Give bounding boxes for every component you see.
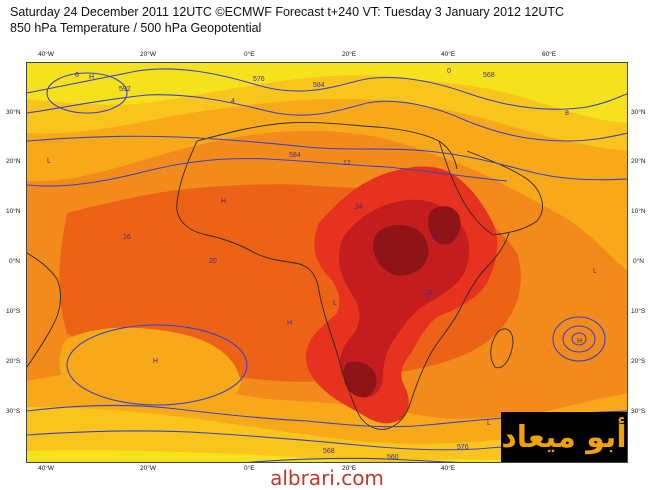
- map-subtitle: 850 hPa Temperature / 500 hPa Geopotenti…: [10, 21, 262, 35]
- temperature-field-28-32-south: [343, 361, 377, 398]
- site-url[interactable]: albrari.com: [270, 466, 384, 490]
- lat-label-left-30n: 30°N: [6, 109, 21, 116]
- lon-label-top-0e: 0°E: [244, 51, 255, 58]
- lat-label-right-30n: 30°N: [631, 109, 646, 116]
- coast-madagascar: [490, 328, 514, 369]
- high-marker: H: [221, 198, 226, 205]
- contour-584-north: [27, 135, 627, 181]
- temperature-field-0-4-north: [27, 63, 627, 123]
- high-marker: H: [89, 74, 94, 81]
- lon-label-bottom-0e: 0°E: [244, 465, 255, 472]
- coastlines: [27, 122, 543, 430]
- lon-label-top-40w: 40°W: [38, 51, 54, 58]
- lat-label-left-30s: 30°S: [6, 408, 21, 415]
- contour-label: 28: [425, 290, 433, 297]
- high-marker: H: [153, 358, 158, 365]
- low-marker: L: [333, 300, 337, 307]
- coast-west-africa: [176, 140, 510, 430]
- low-marker: L: [431, 234, 435, 241]
- contour-568-north: [27, 68, 627, 110]
- forecast-map: 6 592 576 584 4 0 568 8 12 16 20 24 28 5…: [26, 62, 628, 463]
- low-marker: L: [47, 158, 51, 165]
- coast-south-america: [27, 252, 61, 368]
- coast-mediterranean: [196, 122, 458, 170]
- lat-label-right-20n: 20°N: [631, 158, 646, 165]
- lon-label-top-20w: 20°W: [140, 51, 156, 58]
- temperature-field-28-32-east: [428, 206, 461, 245]
- low-marker: L: [487, 420, 491, 427]
- lon-label-bottom-40w: 40°W: [38, 465, 54, 472]
- map-title: Saturday 24 December 2011 12UTC ©ECMWF F…: [10, 5, 565, 19]
- lon-label-top-20e: 20°E: [342, 51, 357, 58]
- contour-label: 568: [323, 448, 335, 455]
- lat-label-right-30s: 30°S: [631, 408, 646, 415]
- contour-high-south-atlantic: [66, 324, 248, 406]
- contour-592-tropics: [27, 157, 508, 187]
- temperature-field-28-32-central: [373, 225, 429, 276]
- lat-label-right-0n: 0°N: [633, 258, 644, 265]
- contour-label: 576: [457, 444, 469, 451]
- lon-label-top-40e: 40°E: [441, 51, 456, 58]
- contour-label: 576: [253, 76, 265, 83]
- temperature-field-south-atlantic: [59, 327, 241, 412]
- contour-576-north: [27, 94, 627, 142]
- low-marker: L: [593, 268, 597, 275]
- lon-label-top-60e: 60°E: [542, 51, 557, 58]
- lon-label-bottom-20e: 20°E: [342, 465, 357, 472]
- contour-label: 8: [565, 110, 569, 117]
- contour-label: 560: [387, 454, 399, 461]
- lat-label-left-20s: 20°S: [6, 358, 21, 365]
- contour-label: 592: [119, 86, 131, 93]
- contour-label: 24: [355, 204, 363, 211]
- lat-label-right-10s: 10°S: [631, 308, 646, 315]
- temperature-field-0-4-south: [27, 450, 627, 462]
- contour-low-indian-ocean-2: [562, 325, 596, 353]
- lat-label-left-0n: 0°N: [9, 258, 20, 265]
- contour-label: 4: [231, 98, 235, 105]
- lon-label-bottom-20w: 20°W: [140, 465, 156, 472]
- contour-low-indian-ocean-3: [571, 332, 587, 346]
- coast-red-sea: [438, 140, 494, 236]
- contour-label: 6: [75, 72, 79, 79]
- contour-label: 12: [343, 160, 351, 167]
- watermark-logo: أبو ميعاد: [501, 412, 627, 462]
- contour-label: 568: [483, 72, 495, 79]
- contour-label: 16: [123, 234, 131, 241]
- pressure-centers: H L H H L L L H H L: [47, 74, 597, 427]
- map-canvas: 6 592 576 584 4 0 568 8 12 16 20 24 28 5…: [27, 63, 627, 462]
- contour-label: 20: [209, 258, 217, 265]
- lat-label-left-10n: 10°N: [6, 208, 21, 215]
- lat-label-right-20s: 20°S: [631, 358, 646, 365]
- contour-low-indian-ocean-1: [552, 316, 606, 362]
- contour-568-south: [245, 457, 461, 462]
- contour-north-atlantic-cell: [46, 72, 128, 114]
- contour-label: 0: [447, 68, 451, 75]
- temperature-field-24-28: [339, 199, 470, 397]
- lat-label-left-10s: 10°S: [6, 308, 21, 315]
- contour-label-group: 6 592 576 584 4 0 568 8 12 16 20 24 28 5…: [75, 68, 569, 461]
- contour-label: 584: [289, 152, 301, 159]
- contour-label: 584: [313, 82, 325, 89]
- high-marker: H: [287, 320, 292, 327]
- lat-label-left-20n: 20°N: [6, 158, 21, 165]
- lon-label-bottom-40e: 40°E: [441, 465, 456, 472]
- high-marker: H: [577, 338, 582, 345]
- lat-label-right-10n: 10°N: [631, 208, 646, 215]
